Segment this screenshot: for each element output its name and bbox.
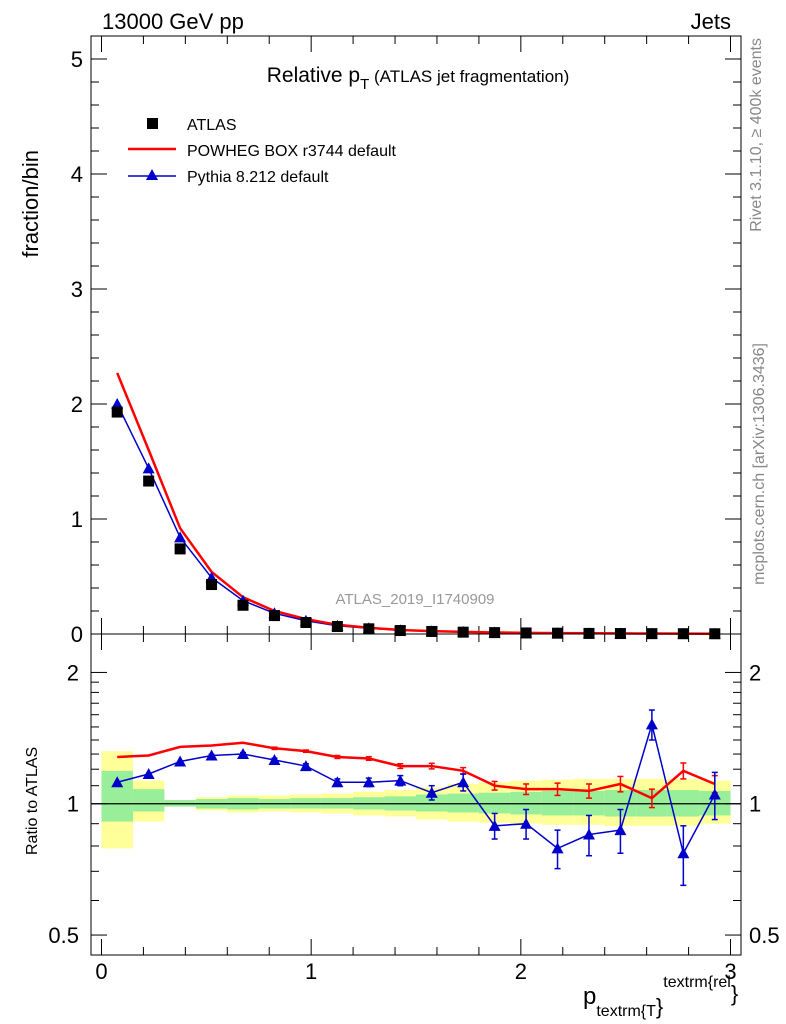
point-atlas xyxy=(552,627,564,639)
point-pythia xyxy=(111,398,124,409)
point-atlas xyxy=(520,627,532,639)
main-ylabel: fraction/bin xyxy=(18,150,43,258)
category-label: Jets xyxy=(691,9,731,34)
ratio-point-pythia xyxy=(362,776,375,788)
ratio-ytick-label-right: 0.5 xyxy=(749,923,780,948)
ratio-xtick-label: 3 xyxy=(724,959,736,984)
legend-label-atlas: ATLAS xyxy=(187,117,237,134)
ratio-point-pythia xyxy=(111,776,124,788)
main-ytick-label: 0 xyxy=(71,622,83,647)
ratio-point-pythia xyxy=(488,819,501,831)
point-pythia xyxy=(174,531,187,543)
ratio-point-pythia xyxy=(457,776,470,788)
main-ytick-label: 1 xyxy=(71,507,83,532)
point-atlas xyxy=(237,599,249,611)
ratio-xlabel: ptextrm{T}textrm{rel} xyxy=(583,974,738,1020)
mcplots-label: mcplots.cern.ch [arXiv:1306.3436] xyxy=(751,343,768,585)
ratio-ytick-label-right: 1 xyxy=(749,792,761,817)
legend: ATLAS POWHEG BOX r3744 default Pythia 8.… xyxy=(128,117,397,186)
ratio-ylabel: Ratio to ATLAS xyxy=(24,747,41,855)
point-atlas xyxy=(394,625,406,637)
legend-marker-pythia xyxy=(146,169,158,180)
point-atlas xyxy=(426,625,438,637)
ratio-point-pythia xyxy=(645,718,658,730)
ratio-band-inner xyxy=(132,789,165,812)
ratio-point-pythia xyxy=(520,817,533,829)
ratio-xtick-label: 0 xyxy=(95,959,107,984)
ratio-point-pythia xyxy=(582,828,595,840)
ratio-point-pythia xyxy=(708,788,721,800)
main-title: Relative pT (ATLAS jet fragmentation) xyxy=(267,64,570,93)
point-atlas xyxy=(206,579,218,591)
ratio-ytick-label: 2 xyxy=(67,660,79,685)
main-panel: Relative pT (ATLAS jet fragmentation) fr… xyxy=(18,35,742,647)
point-atlas xyxy=(583,627,595,639)
legend-label-powheg: POWHEG BOX r3744 default xyxy=(187,143,397,160)
energy-label: 13000 GeV pp xyxy=(102,9,244,34)
ratio-point-pythia xyxy=(205,749,218,761)
ratio-band-inner xyxy=(510,791,542,815)
ratio-band-inner xyxy=(416,794,448,812)
point-atlas xyxy=(111,406,123,418)
rivet-label: Rivet 3.1.10, ≥ 400k events xyxy=(748,38,765,232)
ratio-point-pythia xyxy=(425,786,438,798)
ratio-point-pythia xyxy=(174,755,187,767)
ratio-point-pythia xyxy=(394,774,407,786)
main-ytick-label: 3 xyxy=(71,277,83,302)
ratio-frame xyxy=(90,633,742,956)
ratio-line-powheg xyxy=(117,741,716,800)
ratio-xtick-label: 2 xyxy=(515,959,527,984)
ratio-ytick-label: 1 xyxy=(67,792,79,817)
ratio-ytick-label: 0.5 xyxy=(48,923,79,948)
main-ytick-label: 2 xyxy=(71,392,83,417)
point-pythia xyxy=(142,462,155,474)
point-atlas xyxy=(331,621,343,633)
ratio-point-pythia xyxy=(299,760,312,772)
ratio-band-inner xyxy=(478,792,511,814)
ratio-point-pythia xyxy=(331,776,344,788)
ratio-band-inner xyxy=(447,793,479,813)
legend-marker-atlas xyxy=(147,118,158,129)
point-atlas xyxy=(143,475,155,487)
point-atlas xyxy=(174,543,186,555)
point-atlas xyxy=(489,627,501,639)
ratio-point-pythia xyxy=(142,768,155,780)
main-ytick-label: 4 xyxy=(71,162,83,187)
point-atlas xyxy=(363,623,375,635)
watermark: ATLAS_2019_I1740909 xyxy=(335,591,494,608)
point-atlas xyxy=(300,617,312,628)
ratio-point-pythia xyxy=(677,847,690,859)
ratio-xtick-label: 1 xyxy=(305,959,317,984)
ratio-line-pythia xyxy=(117,721,716,856)
point-atlas xyxy=(268,610,280,622)
point-atlas xyxy=(457,626,469,638)
ratio-ytick-label-right: 2 xyxy=(749,660,761,685)
legend-label-pythia: Pythia 8.212 default xyxy=(187,169,329,186)
main-ytick-label: 5 xyxy=(71,47,83,72)
ratio-point-pythia xyxy=(551,842,564,854)
ratio-point-pythia xyxy=(614,824,627,836)
ratio-point-pythia xyxy=(268,753,281,765)
ratio-panel: Ratio to ATLAS 0.5 0.5 1 1 2 2 0 1 2 3 ptextrm{T}… xyxy=(24,633,780,1020)
ratio-point-pythia xyxy=(237,748,250,760)
